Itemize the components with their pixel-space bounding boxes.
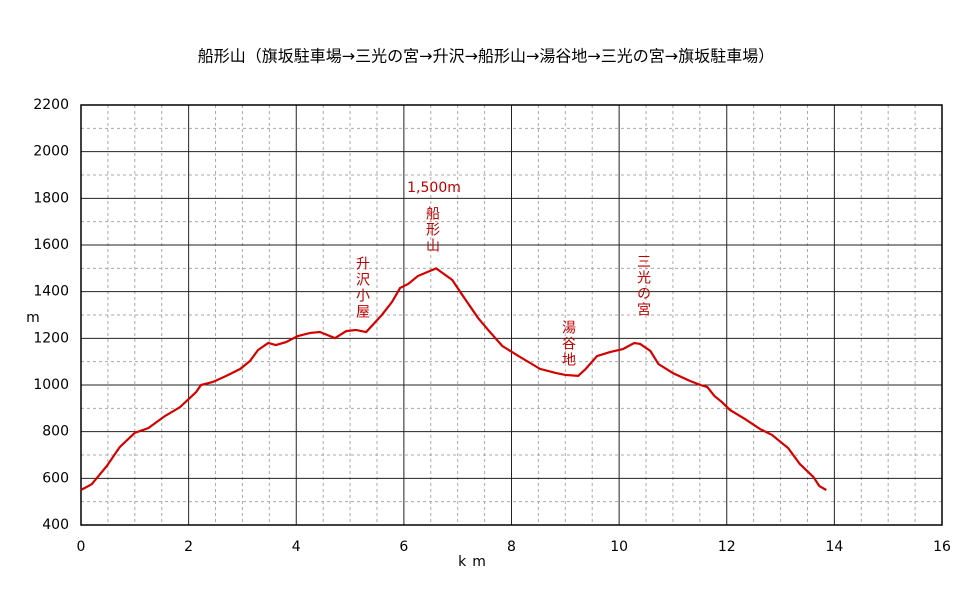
y-tick-label: 800: [42, 424, 69, 440]
chart-title: 船形山（旗坂駐車場→三光の宮→升沢→船形山→湯谷地→三光の宮→旗坂駐車場）: [198, 47, 774, 66]
x-tick-label: 14: [825, 539, 843, 555]
annotation: 升沢小屋: [354, 256, 370, 320]
x-tick-label: 10: [610, 539, 628, 555]
y-tick-label: 1200: [33, 330, 69, 346]
y-tick-label: 2200: [33, 97, 69, 113]
y-tick-label: 1000: [33, 377, 69, 393]
x-tick-label: 16: [933, 539, 951, 555]
y-tick-label: 2000: [33, 144, 69, 160]
x-axis-label: km: [458, 554, 492, 570]
y-tick-label: 1800: [33, 190, 69, 206]
annotation: 1,500m: [407, 180, 461, 196]
annotation: 湯谷地: [560, 319, 576, 368]
y-tick-label: 1400: [33, 284, 69, 300]
x-tick-label: 6: [399, 539, 408, 555]
y-tick-label: 600: [42, 470, 69, 486]
plot-frame: [80, 104, 943, 526]
annotation: 船形山: [424, 206, 440, 254]
y-tick-label: 1600: [33, 237, 69, 253]
x-tick-label: 4: [292, 539, 301, 555]
x-tick-label: 12: [718, 539, 736, 555]
x-tick-label: 0: [77, 539, 86, 555]
elevation-line: [80, 267, 827, 491]
x-tick-label: 2: [184, 539, 193, 555]
annotation: 三光の宮: [635, 254, 651, 318]
y-tick-label: 400: [42, 517, 69, 533]
x-tick-label: 8: [507, 539, 516, 555]
y-axis-label: m: [26, 310, 40, 326]
